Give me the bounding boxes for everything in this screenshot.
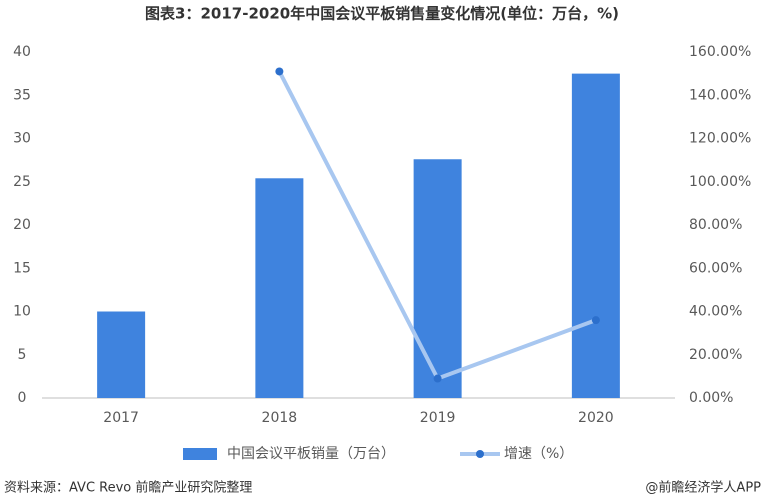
y2-tick-label: 20.00%: [689, 347, 742, 363]
y2-tick-label: 40.00%: [689, 304, 742, 320]
x-tick-label: 2017: [103, 410, 139, 426]
bar: [413, 159, 462, 398]
y2-tick-label: 120.00%: [689, 131, 751, 147]
line-marker: [591, 316, 600, 325]
y-tick-label: 5: [18, 347, 27, 363]
credit: @前瞻经济学人APP: [645, 480, 761, 496]
y-tick-label: 40: [13, 44, 31, 60]
y-tick-label: 10: [13, 304, 31, 320]
line-marker: [275, 67, 284, 76]
bar: [571, 73, 620, 398]
y-tick-label: 0: [18, 390, 27, 406]
y2-tick-label: 60.00%: [689, 260, 742, 276]
y-tick-label: 25: [13, 174, 31, 190]
y-tick-label: 15: [13, 260, 31, 276]
bar: [255, 178, 304, 398]
legend-marker: [476, 450, 484, 458]
legend-label: 中国会议平板销量（万台）: [227, 446, 395, 462]
x-tick-label: 2018: [262, 410, 298, 426]
line-marker: [433, 374, 442, 383]
chart-title: 图表3：2017-2020年中国会议平板销售量变化情况(单位：万台，%): [145, 5, 619, 23]
y2-tick-label: 100.00%: [689, 174, 751, 190]
y2-tick-label: 0.00%: [689, 390, 733, 406]
y-tick-label: 35: [13, 87, 31, 103]
y2-tick-label: 80.00%: [689, 217, 742, 233]
source-note: 资料来源：AVC Revo 前瞻产业研究院整理: [4, 480, 252, 496]
y2-tick-label: 140.00%: [689, 87, 751, 103]
legend-swatch: [183, 448, 217, 460]
x-tick-label: 2019: [420, 410, 456, 426]
x-tick-label: 2020: [578, 410, 614, 426]
bar: [97, 311, 146, 398]
y-tick-label: 30: [13, 131, 31, 147]
y2-tick-label: 160.00%: [689, 44, 751, 60]
y-tick-label: 20: [13, 217, 31, 233]
legend-label: 增速（%）: [504, 446, 573, 462]
